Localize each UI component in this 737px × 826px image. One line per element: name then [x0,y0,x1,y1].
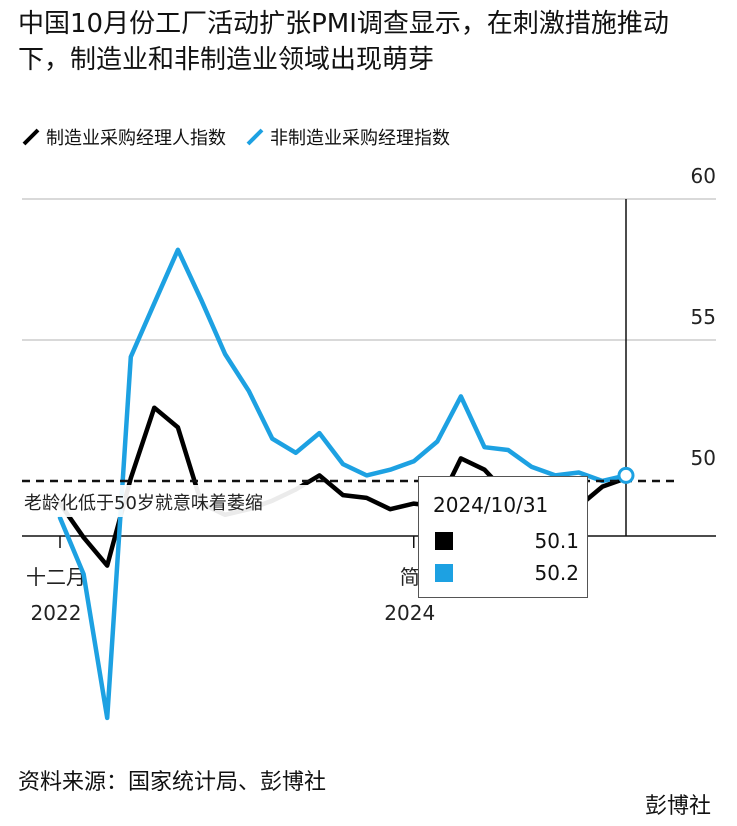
x-tick-label: 简 [400,565,420,589]
y-tick-label: 50 [691,446,716,470]
annotation-background [22,485,322,517]
source-note: 资料来源：国家统计局、彭博社 [18,770,327,795]
brand-label: 彭博社 [644,794,711,819]
chart-title: 中国10月份工厂活动扩张PMI调查显示，在刺激措施推动下，制造业和非制造业领域出… [18,9,669,75]
x-tick-year: 2024 [384,601,435,625]
legend-item-manufacturing: 制造业采购经理人指数 [22,124,226,150]
nonmanufacturing-pmi-line [57,247,629,721]
y-tick-label: 60 [691,164,716,188]
x-tick-year: 2022 [31,601,82,625]
tooltip-row-manufacturing: 50.1 [433,529,579,553]
reference-annotation: 老龄化低于50岁就意味着萎缩 [24,493,263,514]
tooltip-swatch [435,564,453,582]
legend-line-icon [246,128,264,146]
legend-line-icon [22,128,40,146]
tooltip-row-nonmanufacturing: 50.2 [433,561,579,585]
tooltip-value: 50.1 [534,529,579,553]
chart-legend: 制造业采购经理人指数 非制造业采购经理指数 [22,124,450,150]
hover-tooltip: 2024/10/31 50.1 50.2 [418,476,588,598]
line-chart: 60 55 50 十二月 2022 简 2024 老龄化低于50岁就意味着萎缩 [22,164,716,721]
legend-item-nonmanufacturing: 非制造业采购经理指数 [246,124,450,150]
tooltip-value: 50.2 [534,561,579,585]
legend-label-nonmanufacturing: 非制造业采购经理指数 [270,128,450,149]
tooltip-swatch [435,532,453,550]
tooltip-date: 2024/10/31 [433,493,549,517]
y-tick-label: 55 [691,305,716,329]
hover-point-marker [617,466,635,484]
legend-label-manufacturing: 制造业采购经理人指数 [46,128,226,149]
x-tick-label: 十二月 [26,565,86,589]
